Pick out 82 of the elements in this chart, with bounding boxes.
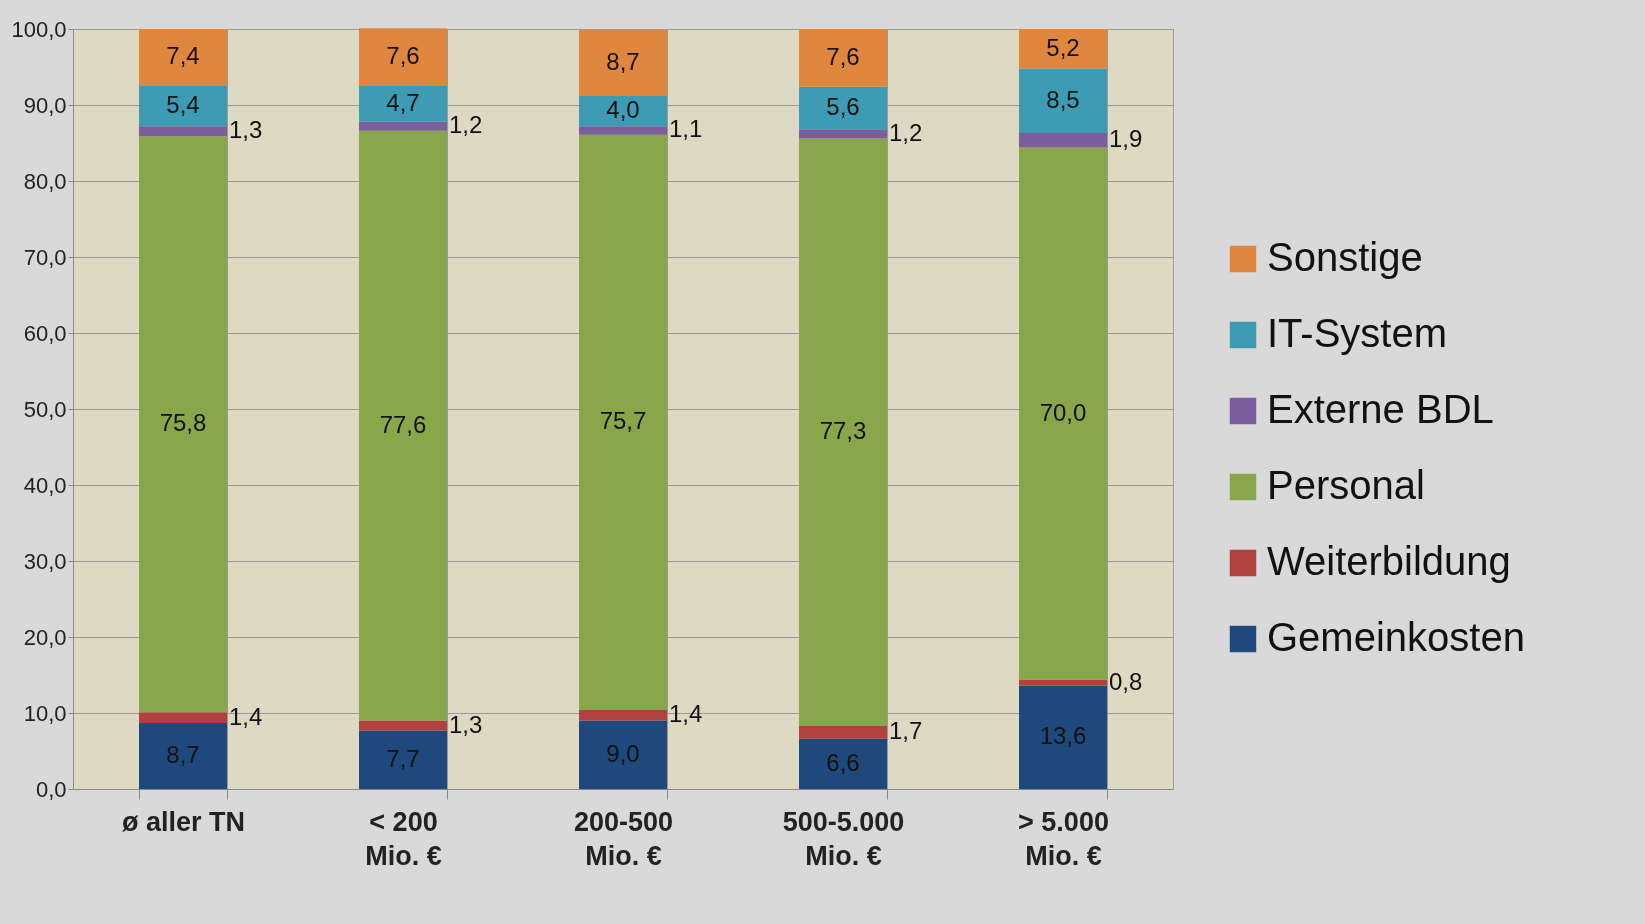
y-tick-label: 90,0 — [23, 92, 67, 118]
bar — [359, 86, 447, 122]
data-label: 8,5 — [1046, 85, 1080, 113]
data-label: 8,7 — [166, 740, 200, 768]
data-label: 6,6 — [826, 748, 860, 776]
y-tick-label: 100,0 — [11, 16, 67, 42]
bar — [579, 720, 667, 789]
y-tick-label: 50,0 — [23, 396, 67, 422]
data-label: 9,0 — [606, 739, 640, 767]
bar — [139, 136, 227, 713]
y-tick-label: 20,0 — [23, 624, 67, 650]
data-label: 77,6 — [379, 410, 427, 438]
legend-label: Personal — [1267, 463, 1425, 507]
bar — [139, 29, 227, 86]
bar — [359, 130, 447, 721]
bar — [799, 29, 887, 87]
bar — [1019, 679, 1107, 686]
data-label: 1,1 — [669, 115, 703, 143]
data-label: 7,6 — [826, 42, 860, 70]
x-tick-label: 200-500 Mio. € — [573, 806, 674, 871]
data-label: 4,0 — [606, 96, 640, 124]
data-label: 1,4 — [669, 700, 703, 728]
bar — [359, 720, 447, 731]
data-label: 75,8 — [159, 409, 207, 437]
y-tick-label: 80,0 — [23, 168, 67, 194]
bar — [799, 129, 887, 139]
data-label: 5,6 — [826, 93, 860, 121]
bar — [799, 138, 887, 726]
bar — [579, 95, 667, 127]
legend-label: Externe BDL — [1267, 387, 1494, 431]
legend-label: Sonstige — [1267, 235, 1423, 279]
data-label: 1,3 — [229, 116, 263, 144]
data-label: 8,7 — [606, 47, 640, 75]
bar — [579, 126, 667, 135]
data-label: 5,2 — [1046, 33, 1080, 61]
bar — [579, 29, 667, 96]
data-label: 5,4 — [166, 90, 200, 118]
bar — [799, 725, 887, 739]
y-tick-label: 0,0 — [35, 776, 67, 802]
bar — [359, 28, 447, 86]
data-label: 70,0 — [1039, 398, 1087, 426]
data-label: 1,2 — [449, 111, 483, 139]
x-tick-label: ø aller TN — [121, 806, 246, 837]
y-tick-label: 70,0 — [23, 244, 67, 270]
data-label: 4,7 — [386, 88, 420, 116]
bar — [579, 709, 667, 721]
bar — [139, 712, 227, 723]
bar — [359, 730, 447, 789]
bar — [139, 85, 227, 127]
data-label: 1,7 — [889, 717, 923, 745]
data-label: 77,3 — [819, 417, 867, 445]
y-tick-label: 40,0 — [23, 472, 67, 498]
legend-label: Gemeinkosten — [1267, 615, 1525, 659]
bar — [1019, 29, 1107, 69]
x-tick-label: 500-5.000 Mio. € — [782, 806, 905, 871]
data-label: 0,8 — [1109, 667, 1143, 695]
data-label: 1,9 — [1109, 125, 1143, 153]
bar — [1019, 147, 1107, 680]
data-label: 7,7 — [386, 744, 420, 772]
bar — [139, 126, 227, 137]
y-tick-label: 30,0 — [23, 548, 67, 574]
bar — [1019, 685, 1107, 789]
x-tick-label: > 5.000 Mio. € — [1018, 806, 1109, 871]
data-label: 75,7 — [599, 407, 647, 435]
data-label: 1,4 — [229, 702, 263, 730]
bar — [1019, 68, 1107, 134]
data-label: 13,6 — [1039, 722, 1087, 750]
legend-label: IT-System — [1267, 311, 1448, 355]
bar — [799, 738, 887, 789]
bar — [139, 722, 227, 789]
y-tick-label: 10,0 — [23, 700, 67, 726]
bar — [799, 86, 887, 130]
data-label: 1,2 — [889, 118, 923, 146]
legend-label: Weiterbildung — [1267, 539, 1511, 583]
bar — [359, 121, 447, 131]
data-label: 1,3 — [449, 710, 483, 738]
x-tick-label: < 200 Mio. € — [365, 806, 442, 871]
data-label: 7,6 — [386, 42, 420, 70]
bar — [579, 134, 667, 710]
data-label: 7,4 — [166, 42, 200, 70]
y-tick-label: 60,0 — [23, 320, 67, 346]
bar — [1019, 133, 1107, 148]
